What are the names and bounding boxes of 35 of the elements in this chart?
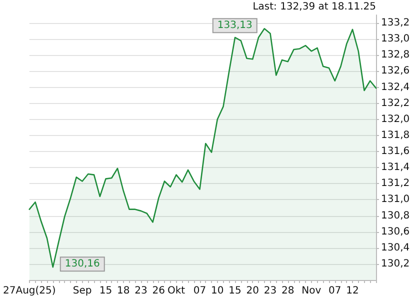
x-tick-label: 07 (193, 286, 206, 296)
y-tick-label: 131,0 (381, 194, 410, 206)
y-tick-label: 130,8 (381, 210, 410, 222)
x-tick-label: 18 (117, 286, 130, 296)
x-tick-label: 26 (152, 286, 165, 296)
y-tick-label: 132,4 (381, 82, 410, 93)
x-tick-label: 15 (228, 286, 242, 296)
x-tick-label: 15 (99, 286, 112, 296)
y-tick-label: 133,0 (381, 34, 410, 45)
x-tick-label: Okt (167, 286, 186, 296)
y-tick-label: 132,0 (381, 114, 410, 125)
y-tick-label: 132,8 (381, 50, 410, 61)
data-label: 130,16 (64, 258, 100, 270)
data-label: 133,13 (217, 20, 252, 32)
x-tick-label: 20 (246, 286, 259, 296)
y-tick-label: 131,4 (381, 162, 410, 174)
y-tick-label: 130,4 (381, 242, 410, 254)
x-tick-label: 27Aug(25) (3, 286, 56, 296)
y-tick-label: 131,2 (381, 178, 410, 190)
x-tick-label: 10 (211, 286, 224, 296)
y-tick-label: 132,6 (381, 66, 410, 77)
y-tick-label: 132,2 (381, 98, 410, 109)
x-tick-label: 28 (282, 286, 294, 296)
y-tick-label: 131,8 (381, 130, 410, 141)
x-tick-label: 23 (264, 286, 277, 296)
x-tick-label: Nov (302, 286, 322, 296)
x-tick-label: 12 (346, 286, 359, 296)
x-tick-label: 23 (134, 286, 148, 296)
x-tick-label: Sep (72, 286, 92, 296)
x-tick-label: 07 (328, 286, 342, 296)
y-tick-label: 133,2 (381, 18, 410, 29)
y-tick-label: 131,6 (381, 146, 410, 158)
y-tick-label: 130,2 (381, 258, 410, 270)
text: Last: 132,39 at 18.11.25 (252, 2, 376, 12)
y-tick-label: 130,6 (381, 226, 410, 238)
